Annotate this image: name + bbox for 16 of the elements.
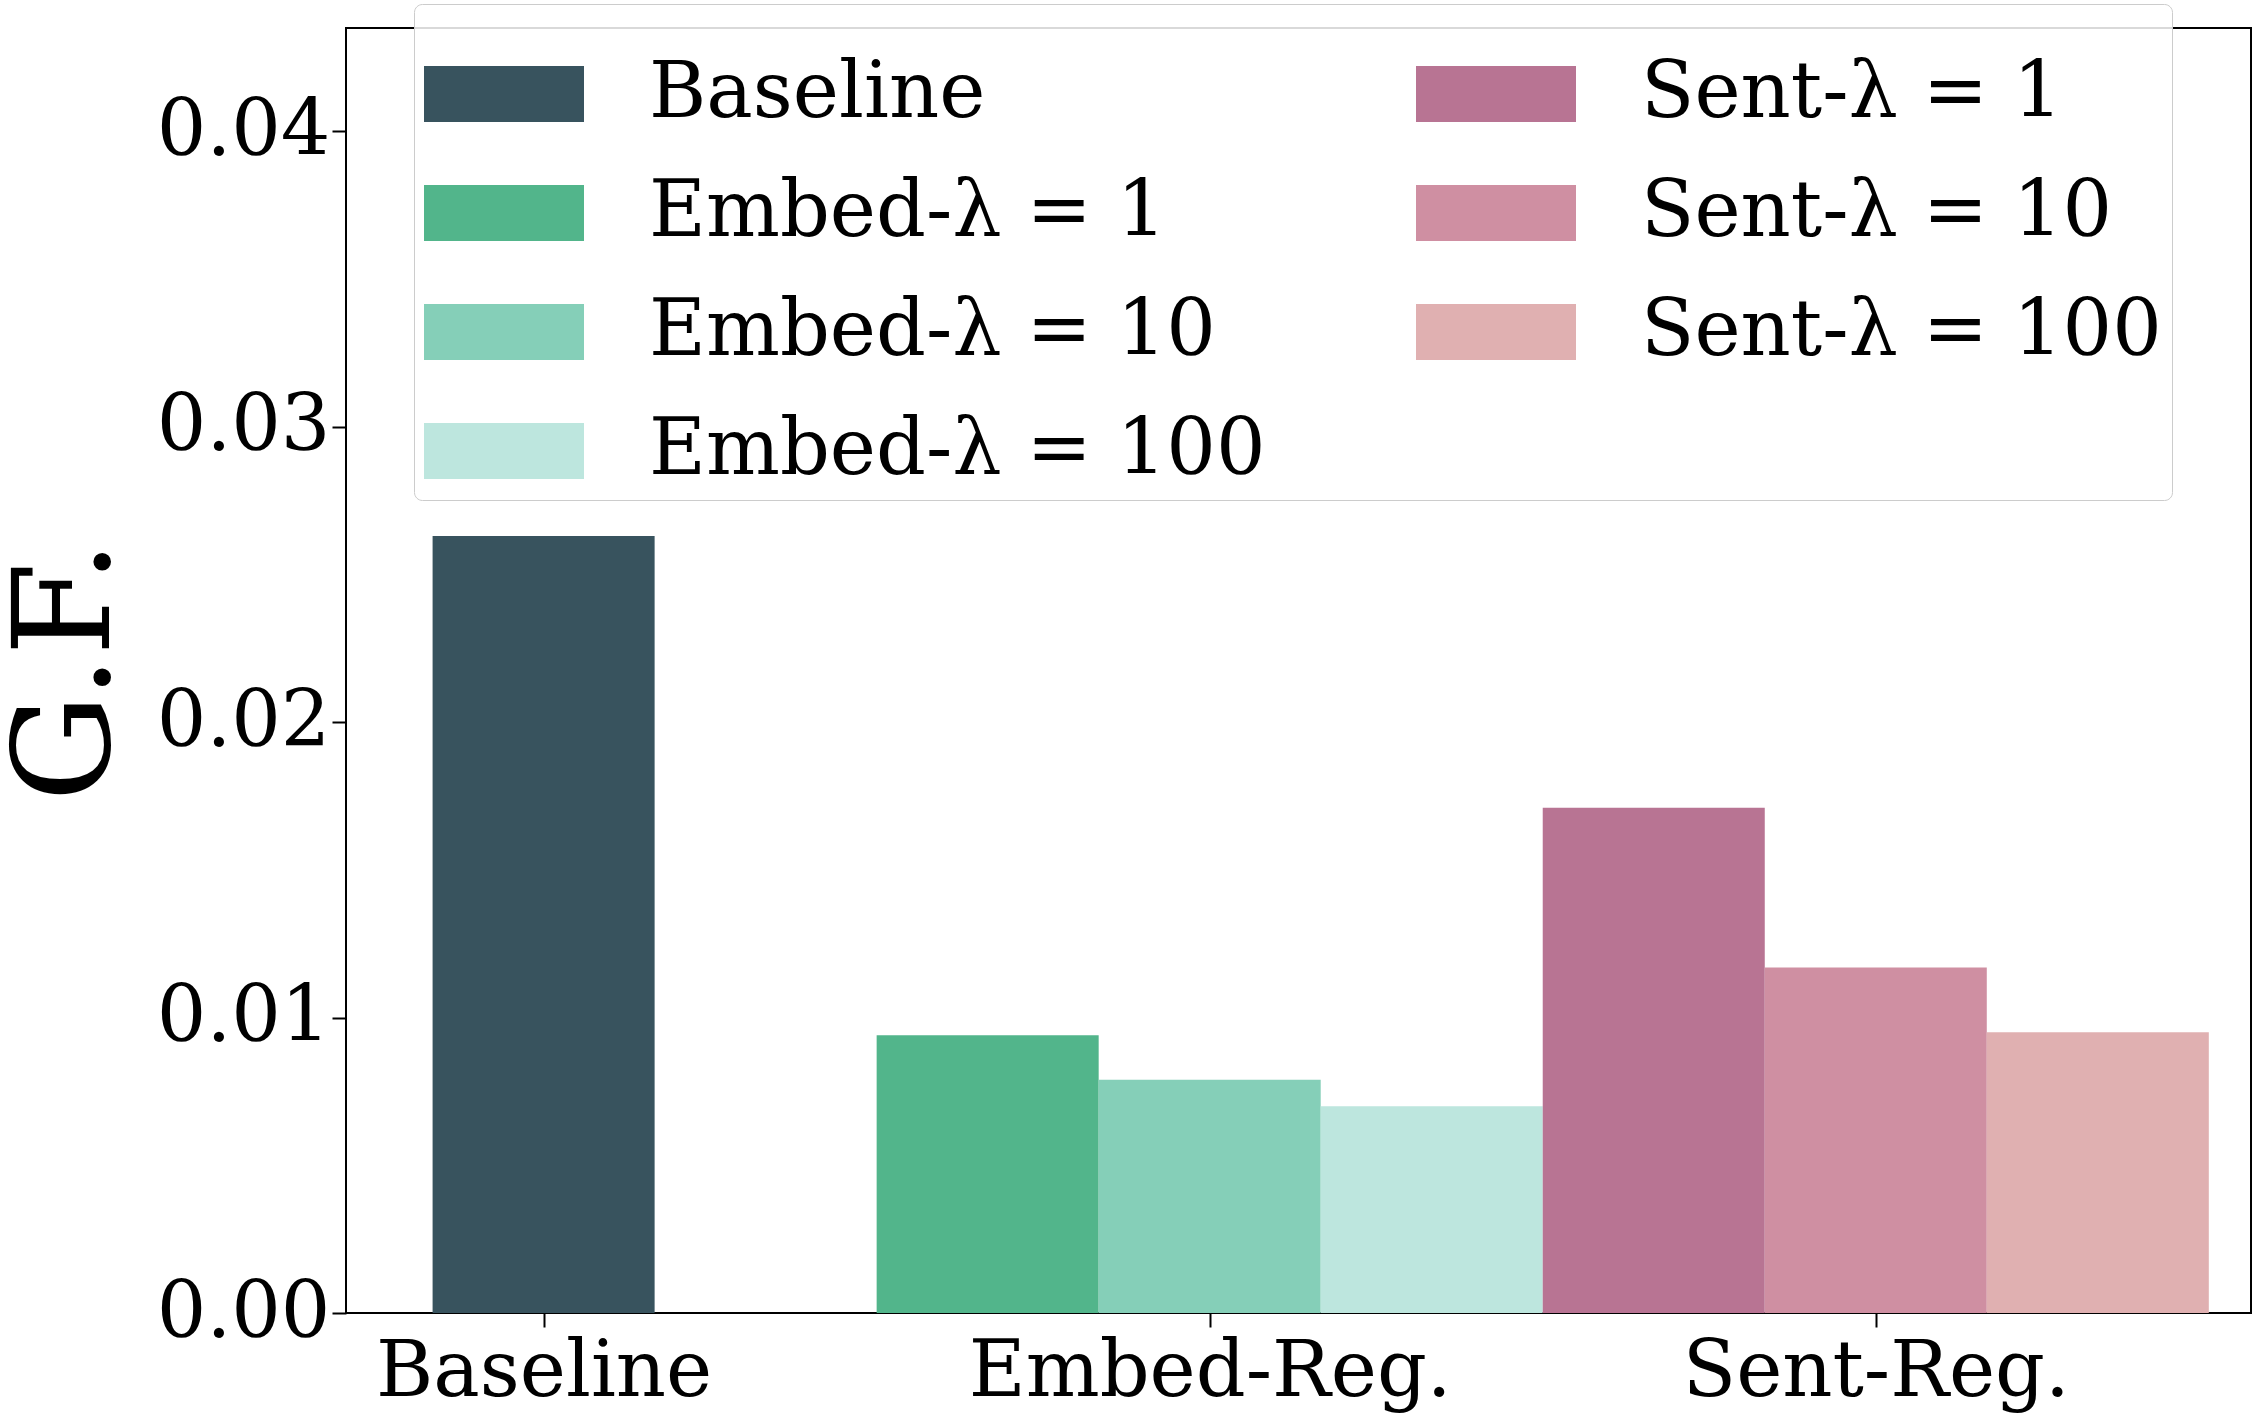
legend-label: Embed-λ = 10 xyxy=(649,283,1216,373)
y-axis-title: G.F. xyxy=(0,540,141,802)
legend-label: Embed-λ = 1 xyxy=(649,164,1167,254)
y-tick-label: 0.03 xyxy=(156,378,331,469)
y-tick-label: 0.01 xyxy=(156,969,331,1060)
x-tick-label: Baseline xyxy=(375,1323,713,1414)
legend-label: Sent-λ = 100 xyxy=(1641,283,2162,373)
y-tick-label: 0.00 xyxy=(156,1264,331,1355)
legend-label: Sent-λ = 10 xyxy=(1641,164,2113,254)
y-tick-label: 0.04 xyxy=(156,82,331,173)
legend-label: Sent-λ = 1 xyxy=(1641,45,2063,135)
x-tick-label: Embed-Reg. xyxy=(968,1323,1452,1414)
legend-label: Baseline xyxy=(649,45,986,135)
y-tick-label: 0.02 xyxy=(156,673,331,764)
x-tick-label: Sent-Reg. xyxy=(1682,1323,2070,1414)
legend-label: Embed-λ = 100 xyxy=(649,402,1266,492)
